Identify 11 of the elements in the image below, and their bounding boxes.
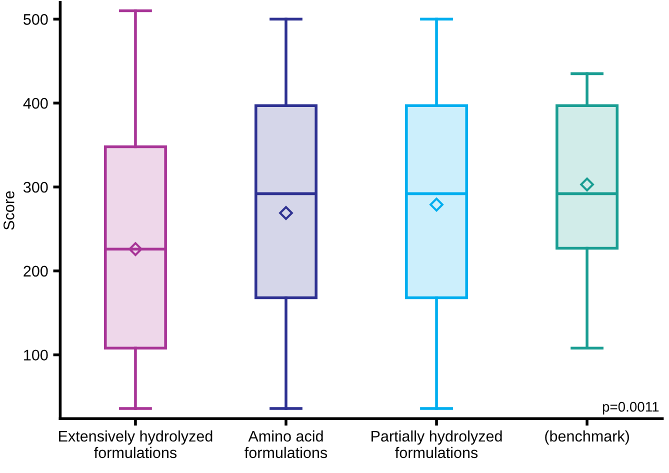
x-tick-label: Partially hydrolyzed formulations: [372, 430, 502, 458]
y-tick-label: 100: [24, 350, 48, 361]
y-tick-label: 400: [23, 98, 48, 109]
y-axis-title: Score: [4, 191, 14, 230]
annotation: p=0.0011: [602, 402, 659, 414]
y-tick-label: 300: [24, 182, 48, 193]
x-tick-label: Extensively hydrolyzed formulations: [59, 430, 212, 458]
y-tick-label: 500: [24, 14, 48, 25]
y-tick-label: 200: [24, 266, 48, 277]
x-tick-label: Amino acid formulations: [244, 430, 328, 458]
x-tick-label: (benchmark): [545, 430, 629, 445]
